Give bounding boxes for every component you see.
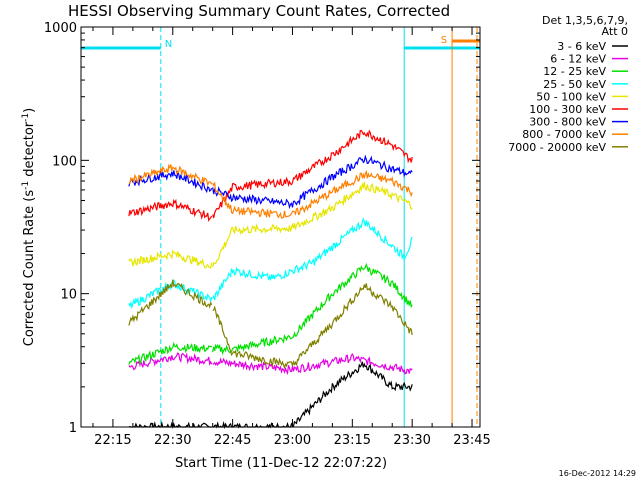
legend-entry: 50 - 100 keV — [536, 90, 606, 103]
y-axis-label-exp: -1 — [21, 181, 31, 190]
series-line — [128, 262, 413, 365]
series-line — [128, 154, 413, 210]
y-axis-label: Corrected Count Rate (s-1 detector-1) — [21, 108, 37, 346]
x-tick-label: 22:30 — [154, 433, 191, 448]
series-line — [128, 279, 413, 370]
y-axis-label-close: ) — [22, 108, 37, 113]
x-tick-label: 23:00 — [274, 433, 311, 448]
x-axis-label: Start Time (11-Dec-12 22:07:22) — [175, 456, 387, 471]
y-axis-label-exp2: -1 — [21, 113, 31, 122]
series-line — [128, 217, 413, 310]
axes: 22:15 22:30 22:45 23:00 23:15 23:30 23:45 1 10 10… — [44, 21, 491, 448]
chart-title: HESSI Observing Summary Count Rates, Cor… — [68, 2, 450, 20]
y-axis-label-main: Corrected Count Rate (s — [22, 190, 37, 347]
legend-title: Det 1,3,5,6,7,9, — [542, 14, 628, 27]
saa-label: S — [441, 35, 447, 46]
y-tick-label: 100 — [52, 154, 77, 169]
night-label: N — [165, 39, 172, 50]
legend-entry: 100 - 300 keV — [529, 103, 606, 116]
y-tick-label: 10 — [60, 288, 77, 303]
legend-entry: 25 - 50 keV — [543, 78, 606, 91]
legend-entry: 12 - 25 keV — [543, 65, 606, 78]
y-tick-label: 1000 — [44, 21, 77, 36]
timestamp: 16-Dec-2012 14:29 — [559, 469, 636, 478]
y-axis-label-tail: detector — [22, 121, 37, 181]
x-tick-label: 23:45 — [453, 433, 490, 448]
series-line — [128, 181, 413, 269]
legend-title: Att 0 — [602, 25, 628, 38]
legend-entry: 800 - 7000 keV — [522, 128, 606, 141]
legend-entry: 300 - 800 keV — [529, 116, 606, 129]
series-line — [128, 129, 413, 223]
legend-entry: 6 - 12 keV — [550, 53, 606, 66]
x-tick-label: 23:15 — [334, 433, 371, 448]
legend-entry: 3 - 6 keV — [557, 40, 606, 53]
series-line — [128, 361, 413, 430]
x-tick-label: 23:30 — [393, 433, 430, 448]
plot-frame — [80, 26, 481, 428]
y-tick-label: 1 — [69, 421, 77, 436]
series-line — [128, 352, 413, 376]
x-tick-label: 22:15 — [94, 433, 131, 448]
legend-entry: 7000 - 20000 keV — [508, 141, 606, 154]
x-tick-label: 22:45 — [214, 433, 251, 448]
series-line — [128, 163, 413, 219]
